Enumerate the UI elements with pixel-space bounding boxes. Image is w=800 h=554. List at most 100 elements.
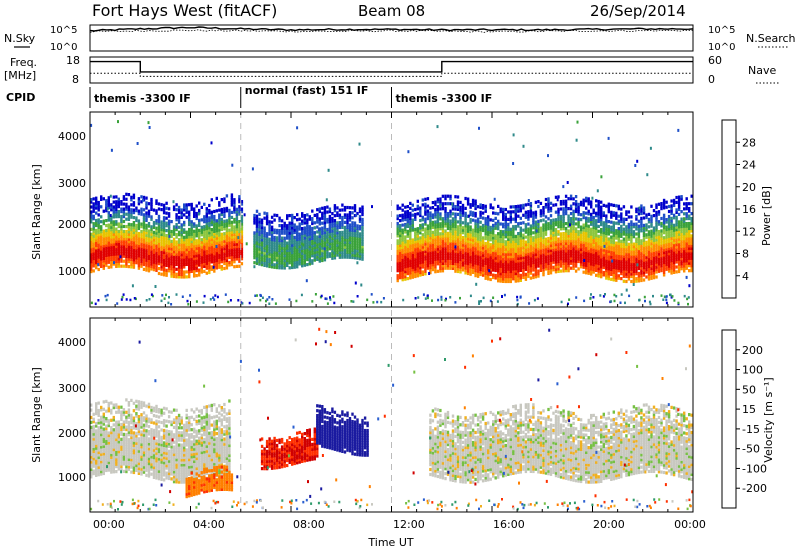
power-cell xyxy=(411,275,414,279)
power-cell xyxy=(301,241,304,246)
power-cell xyxy=(547,266,550,270)
power-cell xyxy=(489,225,492,229)
power-cell xyxy=(210,210,213,214)
power-cell xyxy=(120,242,123,246)
power-cell xyxy=(569,241,573,245)
power-cell xyxy=(662,243,666,247)
power-cell xyxy=(401,208,404,212)
power-cell xyxy=(343,220,347,224)
power-cell xyxy=(522,246,525,250)
power-cell xyxy=(401,258,404,262)
power-cell xyxy=(529,229,533,233)
power-cell xyxy=(218,201,221,205)
power-cell xyxy=(301,264,304,268)
power-cell xyxy=(411,213,414,217)
power-cell xyxy=(585,196,588,200)
power-cell xyxy=(127,227,131,231)
power-cell xyxy=(233,208,236,212)
power-cell xyxy=(195,239,198,243)
power-cell xyxy=(132,225,136,230)
power-cell xyxy=(145,248,148,252)
power-cell xyxy=(396,241,399,245)
power-cell xyxy=(180,275,183,279)
power-cell xyxy=(441,249,445,253)
power-cell xyxy=(225,229,229,233)
power-cell xyxy=(145,236,148,240)
power-cell xyxy=(107,231,110,235)
power-cell xyxy=(130,215,133,219)
power-cell xyxy=(233,230,236,234)
power-cell xyxy=(155,234,158,238)
power-cell xyxy=(135,258,138,262)
power-cell xyxy=(587,224,590,228)
power-cell xyxy=(316,237,319,242)
power-cell xyxy=(203,252,206,256)
power-cell xyxy=(642,241,646,245)
power-cell xyxy=(484,256,487,260)
power-cell xyxy=(308,254,311,259)
power-cell xyxy=(459,252,462,257)
power-cell xyxy=(215,239,218,243)
power-cell xyxy=(95,221,98,225)
power-cell xyxy=(627,277,631,281)
power-cell xyxy=(353,233,357,238)
power-cell xyxy=(487,247,490,251)
power-cell xyxy=(414,235,417,239)
power-cell xyxy=(439,242,442,246)
power-cell xyxy=(107,228,110,232)
power-cell xyxy=(105,243,108,247)
power-cell xyxy=(409,256,412,260)
power-cell xyxy=(311,231,314,235)
power-cell xyxy=(308,237,311,241)
power-cell xyxy=(579,203,583,207)
power-cell xyxy=(213,224,216,228)
power-cell xyxy=(474,221,477,225)
power-cell xyxy=(622,274,626,278)
power-cell xyxy=(183,260,186,264)
power-cell xyxy=(326,230,329,234)
power-cell xyxy=(316,245,319,249)
power-cell xyxy=(296,262,299,266)
power-cell xyxy=(587,209,590,213)
power-cell xyxy=(210,240,213,244)
power-cell xyxy=(527,247,530,251)
power-cell xyxy=(554,220,558,224)
power-cell xyxy=(507,230,510,234)
power-cell xyxy=(429,256,432,260)
power-cell xyxy=(323,223,327,227)
power-cell xyxy=(617,227,620,231)
power-cell xyxy=(602,253,605,257)
power-cell xyxy=(426,197,430,201)
power-cell xyxy=(162,221,166,225)
power-cell xyxy=(97,250,100,254)
power-cell xyxy=(414,272,417,276)
power-cell xyxy=(147,229,151,233)
power-cell xyxy=(456,252,460,256)
power-cell xyxy=(650,232,653,236)
power-cell xyxy=(112,247,115,251)
power-cell xyxy=(343,245,347,249)
power-cell xyxy=(205,254,208,258)
power-cell xyxy=(127,205,131,209)
power-cell xyxy=(595,229,598,233)
power-cell xyxy=(537,264,540,268)
power-cell xyxy=(474,226,477,230)
power-cell xyxy=(476,220,480,224)
power-cell xyxy=(630,232,633,236)
power-cell xyxy=(323,238,327,242)
power-cell xyxy=(532,218,535,222)
power-cell xyxy=(185,205,188,209)
power-cell xyxy=(514,242,517,246)
power-cell xyxy=(208,241,211,245)
power-cell xyxy=(409,244,412,248)
power-cell xyxy=(431,245,435,249)
power-cell xyxy=(424,264,427,268)
power-cell xyxy=(291,265,294,270)
power-cell xyxy=(562,249,565,253)
power-cell xyxy=(587,264,590,268)
power-cell xyxy=(235,254,239,259)
power-cell xyxy=(461,213,465,217)
power-cell xyxy=(268,232,271,236)
power-cell xyxy=(492,258,495,262)
power-cell xyxy=(230,250,234,254)
